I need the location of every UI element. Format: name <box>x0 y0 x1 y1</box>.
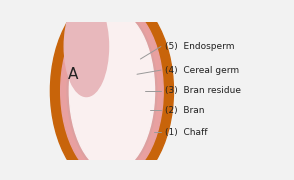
Text: A: A <box>68 67 78 82</box>
Text: (2)  Bran: (2) Bran <box>166 106 205 115</box>
Text: (4)  Cereal germ: (4) Cereal germ <box>166 66 240 75</box>
Text: (5)  Endosperm: (5) Endosperm <box>166 42 235 51</box>
Text: (1)  Chaff: (1) Chaff <box>166 128 208 137</box>
Ellipse shape <box>69 10 155 172</box>
Ellipse shape <box>64 0 108 96</box>
Ellipse shape <box>61 1 163 180</box>
Ellipse shape <box>67 8 157 174</box>
Ellipse shape <box>51 0 173 180</box>
Text: (3)  Bran residue: (3) Bran residue <box>166 86 241 95</box>
